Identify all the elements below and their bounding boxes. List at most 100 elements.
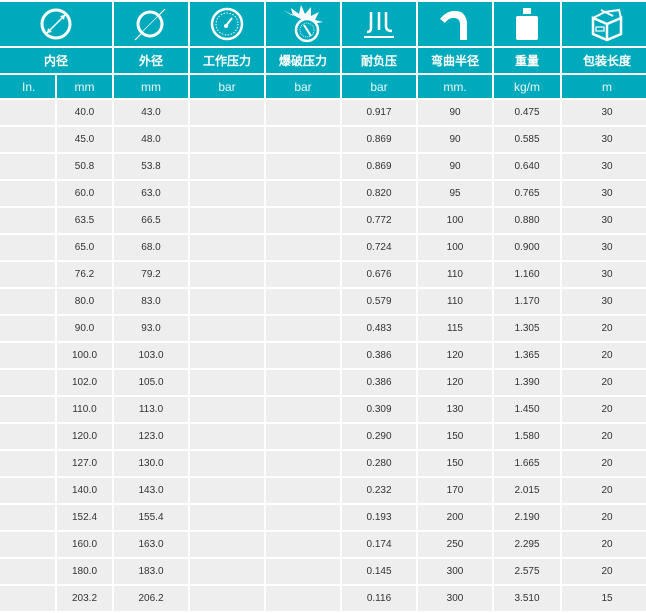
table-row: 45.0 48.0 0.869 90 0.585 30 <box>0 127 646 154</box>
table-row: 102.0 105.0 0.386 120 1.390 20 <box>0 370 646 397</box>
unit-row: In. mm mm bar bar bar mm. kg/m m <box>0 75 646 100</box>
table-cell <box>266 262 340 289</box>
table-cell <box>0 154 55 181</box>
table-cell: 20 <box>562 505 646 532</box>
table-cell <box>190 316 264 343</box>
table-cell: 50.8 <box>57 154 112 181</box>
table-cell: 180.0 <box>57 559 112 586</box>
table-cell: 0.900 <box>494 235 560 262</box>
table-cell: 120 <box>418 370 492 397</box>
table-cell: 102.0 <box>57 370 112 397</box>
table-row: 65.0 68.0 0.724 100 0.900 30 <box>0 235 646 262</box>
table-cell: 20 <box>562 478 646 505</box>
table-cell: 83.0 <box>114 289 188 316</box>
table-cell: 127.0 <box>57 451 112 478</box>
table-cell: 0.869 <box>342 127 416 154</box>
package-box-icon <box>562 2 646 48</box>
table-cell <box>0 208 55 235</box>
table-cell: 20 <box>562 397 646 424</box>
column-label: 弯曲半径 <box>418 48 492 75</box>
table-cell <box>190 370 264 397</box>
table-cell <box>0 100 55 127</box>
burst-pressure-icon <box>266 2 340 48</box>
table-cell: 63.0 <box>114 181 188 208</box>
label-row: 内径 外径 工作压力 爆破压力 耐负压 弯曲半径 重量 包装长度 <box>0 48 646 75</box>
table-cell: 0.724 <box>342 235 416 262</box>
table-cell: 1.170 <box>494 289 560 316</box>
table-cell: 90 <box>418 154 492 181</box>
table-cell: 90 <box>418 100 492 127</box>
table-cell <box>266 532 340 559</box>
table-cell <box>0 343 55 370</box>
table-cell: 0.290 <box>342 424 416 451</box>
table-cell: 120.0 <box>57 424 112 451</box>
icon-row <box>0 2 646 48</box>
table-cell: 93.0 <box>114 316 188 343</box>
table-cell: 0.483 <box>342 316 416 343</box>
table-cell: 250 <box>418 532 492 559</box>
table-cell <box>266 478 340 505</box>
table-row: 40.0 43.0 0.917 90 0.475 30 <box>0 100 646 127</box>
table-cell <box>266 397 340 424</box>
table-cell: 1.390 <box>494 370 560 397</box>
table-cell: 20 <box>562 559 646 586</box>
table-cell <box>190 289 264 316</box>
table-cell: 120 <box>418 343 492 370</box>
table-cell: 100.0 <box>57 343 112 370</box>
table-cell <box>0 289 55 316</box>
table-cell: 150 <box>418 451 492 478</box>
outer-diameter-icon <box>114 2 188 48</box>
table-cell <box>266 343 340 370</box>
table-cell: 20 <box>562 424 646 451</box>
table-cell <box>266 208 340 235</box>
table-row: 63.5 66.5 0.772 100 0.880 30 <box>0 208 646 235</box>
table-cell: 0.309 <box>342 397 416 424</box>
table-row: 160.0 163.0 0.174 250 2.295 20 <box>0 532 646 559</box>
unit-label: bar <box>190 75 264 100</box>
table-cell <box>266 316 340 343</box>
table-cell: 0.386 <box>342 370 416 397</box>
table-cell: 0.917 <box>342 100 416 127</box>
table-cell: 0.232 <box>342 478 416 505</box>
table-cell: 90 <box>418 127 492 154</box>
table-cell <box>266 559 340 586</box>
column-label: 包装长度 <box>562 48 646 75</box>
table-cell <box>0 235 55 262</box>
table-cell: 110 <box>418 262 492 289</box>
table-cell: 1.160 <box>494 262 560 289</box>
table-cell: 0.765 <box>494 181 560 208</box>
unit-label: bar <box>342 75 416 100</box>
table-cell: 170 <box>418 478 492 505</box>
unit-label: m <box>562 75 646 100</box>
table-cell: 30 <box>562 289 646 316</box>
table-cell: 300 <box>418 559 492 586</box>
table-cell: 30 <box>562 208 646 235</box>
table-cell: 20 <box>562 451 646 478</box>
unit-label: mm <box>114 75 188 100</box>
table-cell: 200 <box>418 505 492 532</box>
table-cell: 30 <box>562 262 646 289</box>
table-cell: 100 <box>418 235 492 262</box>
unit-label: In. <box>0 75 55 100</box>
table-row: 100.0 103.0 0.386 120 1.365 20 <box>0 343 646 370</box>
table-cell <box>266 100 340 127</box>
table-cell: 30 <box>562 181 646 208</box>
table-row: 90.0 93.0 0.483 115 1.305 20 <box>0 316 646 343</box>
table-cell: 0.145 <box>342 559 416 586</box>
table-cell: 0.640 <box>494 154 560 181</box>
unit-label: kg/m <box>494 75 560 100</box>
weight-icon <box>494 2 560 48</box>
table-cell: 110 <box>418 289 492 316</box>
table-cell: 43.0 <box>114 100 188 127</box>
table-cell: 123.0 <box>114 424 188 451</box>
table-cell: 105.0 <box>114 370 188 397</box>
table-cell: 95 <box>418 181 492 208</box>
table-cell <box>266 505 340 532</box>
table-cell: 0.869 <box>342 154 416 181</box>
table-cell <box>190 343 264 370</box>
table-cell: 2.015 <box>494 478 560 505</box>
table-cell: 150 <box>418 424 492 451</box>
table-cell: 163.0 <box>114 532 188 559</box>
table-cell: 40.0 <box>57 100 112 127</box>
table-cell: 0.174 <box>342 532 416 559</box>
